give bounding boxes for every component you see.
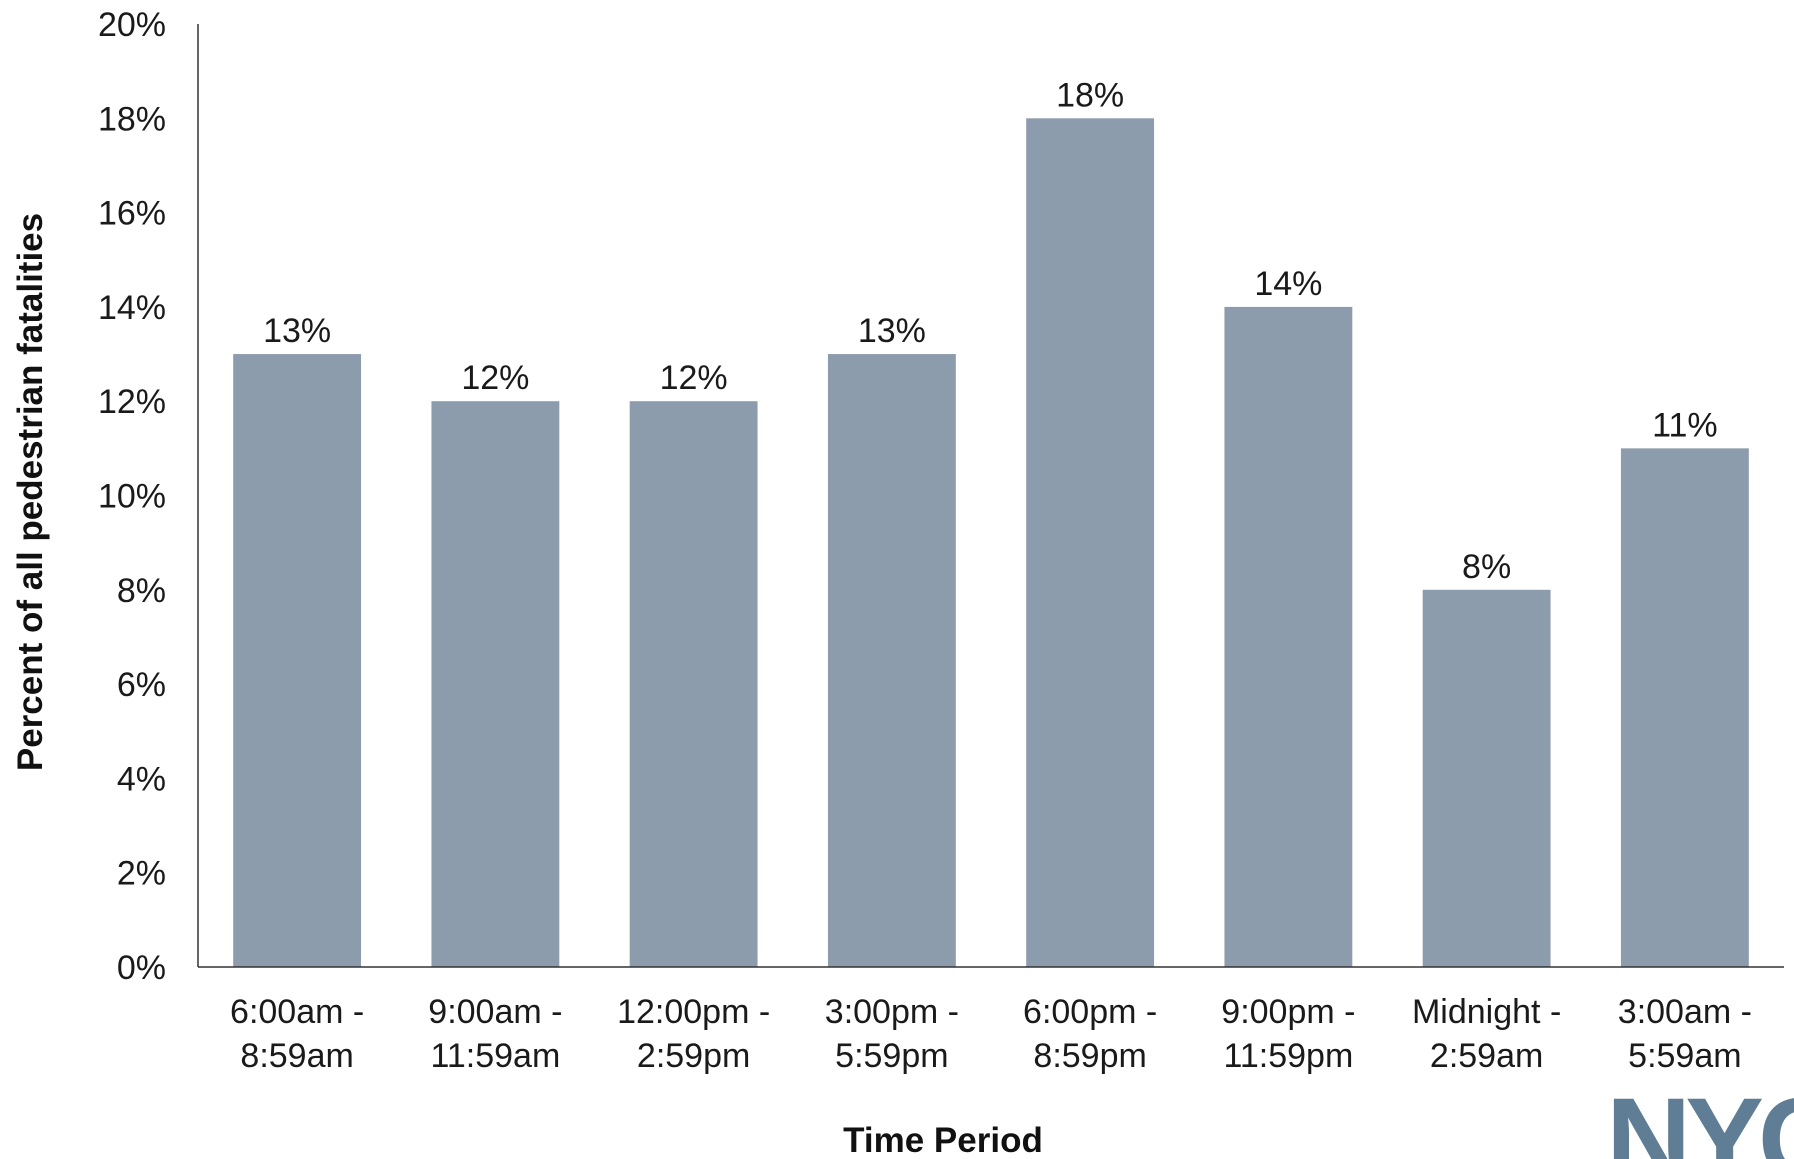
x-axis-category-labels: 6:00am - 8:59am 9:00am - 11:59am 12:00pm - 2:… [230, 993, 1752, 1075]
bar-data-label: 8% [1462, 548, 1511, 586]
bar [1422, 589, 1551, 967]
bar-data-label: 12% [660, 359, 728, 397]
x-axis-title: Time Period [843, 1121, 1043, 1159]
x-category-label: 5:59am [1628, 1037, 1741, 1075]
y-tick-label: 8% [117, 572, 166, 610]
x-category-label: 3:00pm - [825, 993, 959, 1031]
x-category-label: 11:59pm [1223, 1037, 1353, 1075]
x-category-label: Midnight - [1412, 993, 1561, 1031]
y-axis-ticks: 0% 2% 4% 6% 8% 10% 12% 14% 16% 18% 20% [98, 6, 166, 987]
x-category-label: 8:59pm [1033, 1037, 1146, 1075]
bar-data-label: 14% [1254, 265, 1322, 303]
bars [233, 118, 1749, 968]
bar [1620, 448, 1749, 968]
x-category-label: 9:00pm - [1221, 993, 1355, 1031]
y-tick-label: 14% [98, 289, 166, 327]
x-category-label: 9:00am - [428, 993, 562, 1031]
bar [629, 401, 758, 967]
bar [431, 401, 560, 967]
x-category-label: 8:59am [240, 1037, 353, 1075]
bar-data-label: 18% [1056, 76, 1124, 114]
y-tick-label: 18% [98, 100, 166, 138]
nyc-logo-icon: NYC [1606, 1074, 1794, 1159]
bar [827, 354, 956, 967]
bar [1224, 306, 1353, 967]
bar-data-label: 11% [1652, 406, 1718, 444]
bar-data-label: 12% [461, 359, 529, 397]
y-tick-label: 6% [117, 666, 166, 704]
x-category-label: 3:00am - [1618, 993, 1752, 1031]
bar-data-label: 13% [858, 312, 926, 350]
x-category-label: 6:00pm - [1023, 993, 1157, 1031]
y-tick-label: 16% [98, 195, 166, 233]
y-tick-label: 0% [117, 949, 166, 987]
y-axis-title: Percent of all pedestrian fatalities [11, 213, 50, 771]
y-tick-label: 2% [117, 855, 166, 893]
bar-data-labels: 13% 12% 12% 13% 18% 14% 8% 11% [263, 76, 1718, 586]
y-tick-label: 20% [98, 6, 166, 44]
x-category-label: 12:00pm - [617, 993, 770, 1031]
y-tick-label: 10% [98, 478, 166, 516]
x-category-label: 2:59pm [637, 1037, 750, 1075]
x-category-label: 6:00am - [230, 993, 364, 1031]
x-category-label: 5:59pm [835, 1037, 948, 1075]
x-category-label: 11:59am [430, 1037, 560, 1075]
bar [233, 354, 362, 967]
x-category-label: 2:59am [1430, 1037, 1543, 1075]
bar [1026, 118, 1155, 968]
y-tick-label: 12% [98, 383, 166, 421]
bar-data-label: 13% [263, 312, 331, 350]
svg-text:NYC: NYC [1606, 1074, 1794, 1159]
y-tick-label: 4% [117, 760, 166, 798]
